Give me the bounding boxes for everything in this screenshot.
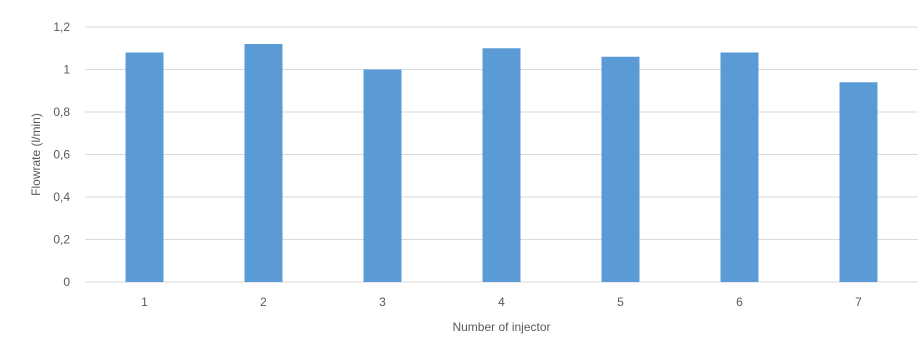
y-axis-title: Flowrate (l/min)	[29, 113, 43, 196]
bar-injector-4	[482, 48, 521, 282]
y-tick-label: 1	[63, 63, 70, 77]
x-tick-label: 5	[617, 295, 624, 309]
y-axis-ticks: 0 0,2 0,4 0,6 0,8 1 1,2	[53, 20, 70, 289]
bar-injector-2	[244, 44, 283, 282]
bar-injector-1	[125, 52, 164, 282]
x-tick-label: 2	[260, 295, 267, 309]
bar-injector-7	[839, 82, 878, 282]
x-tick-label: 4	[498, 295, 505, 309]
x-axis-title: Number of injector	[452, 320, 550, 334]
x-axis-ticks: 1 2 3 4 5 6 7	[141, 295, 862, 309]
y-tick-label: 1,2	[53, 20, 70, 34]
x-tick-label: 1	[141, 295, 148, 309]
y-tick-label: 0,4	[53, 190, 70, 204]
x-tick-label: 6	[736, 295, 743, 309]
y-tick-label: 0,2	[53, 233, 70, 247]
x-tick-label: 7	[855, 295, 862, 309]
bar-injector-5	[601, 56, 640, 282]
bar-injector-3	[363, 69, 402, 282]
bars	[125, 44, 878, 282]
x-tick-label: 3	[379, 295, 386, 309]
y-tick-label: 0	[63, 275, 70, 289]
y-tick-label: 0,6	[53, 148, 70, 162]
y-tick-label: 0,8	[53, 105, 70, 119]
bar-injector-6	[720, 52, 759, 282]
